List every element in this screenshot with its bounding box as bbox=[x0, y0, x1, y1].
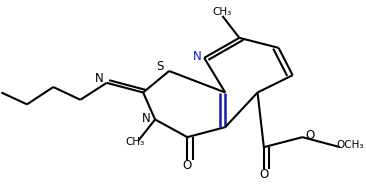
Text: N: N bbox=[142, 112, 151, 125]
Text: O: O bbox=[259, 168, 269, 181]
Text: OCH₃: OCH₃ bbox=[337, 140, 364, 150]
Text: O: O bbox=[306, 129, 315, 142]
Text: N: N bbox=[193, 50, 202, 63]
Text: N: N bbox=[94, 72, 103, 85]
Text: CH₃: CH₃ bbox=[125, 137, 144, 147]
Text: O: O bbox=[183, 159, 192, 171]
Text: CH₃: CH₃ bbox=[213, 7, 232, 17]
Text: S: S bbox=[157, 60, 164, 73]
